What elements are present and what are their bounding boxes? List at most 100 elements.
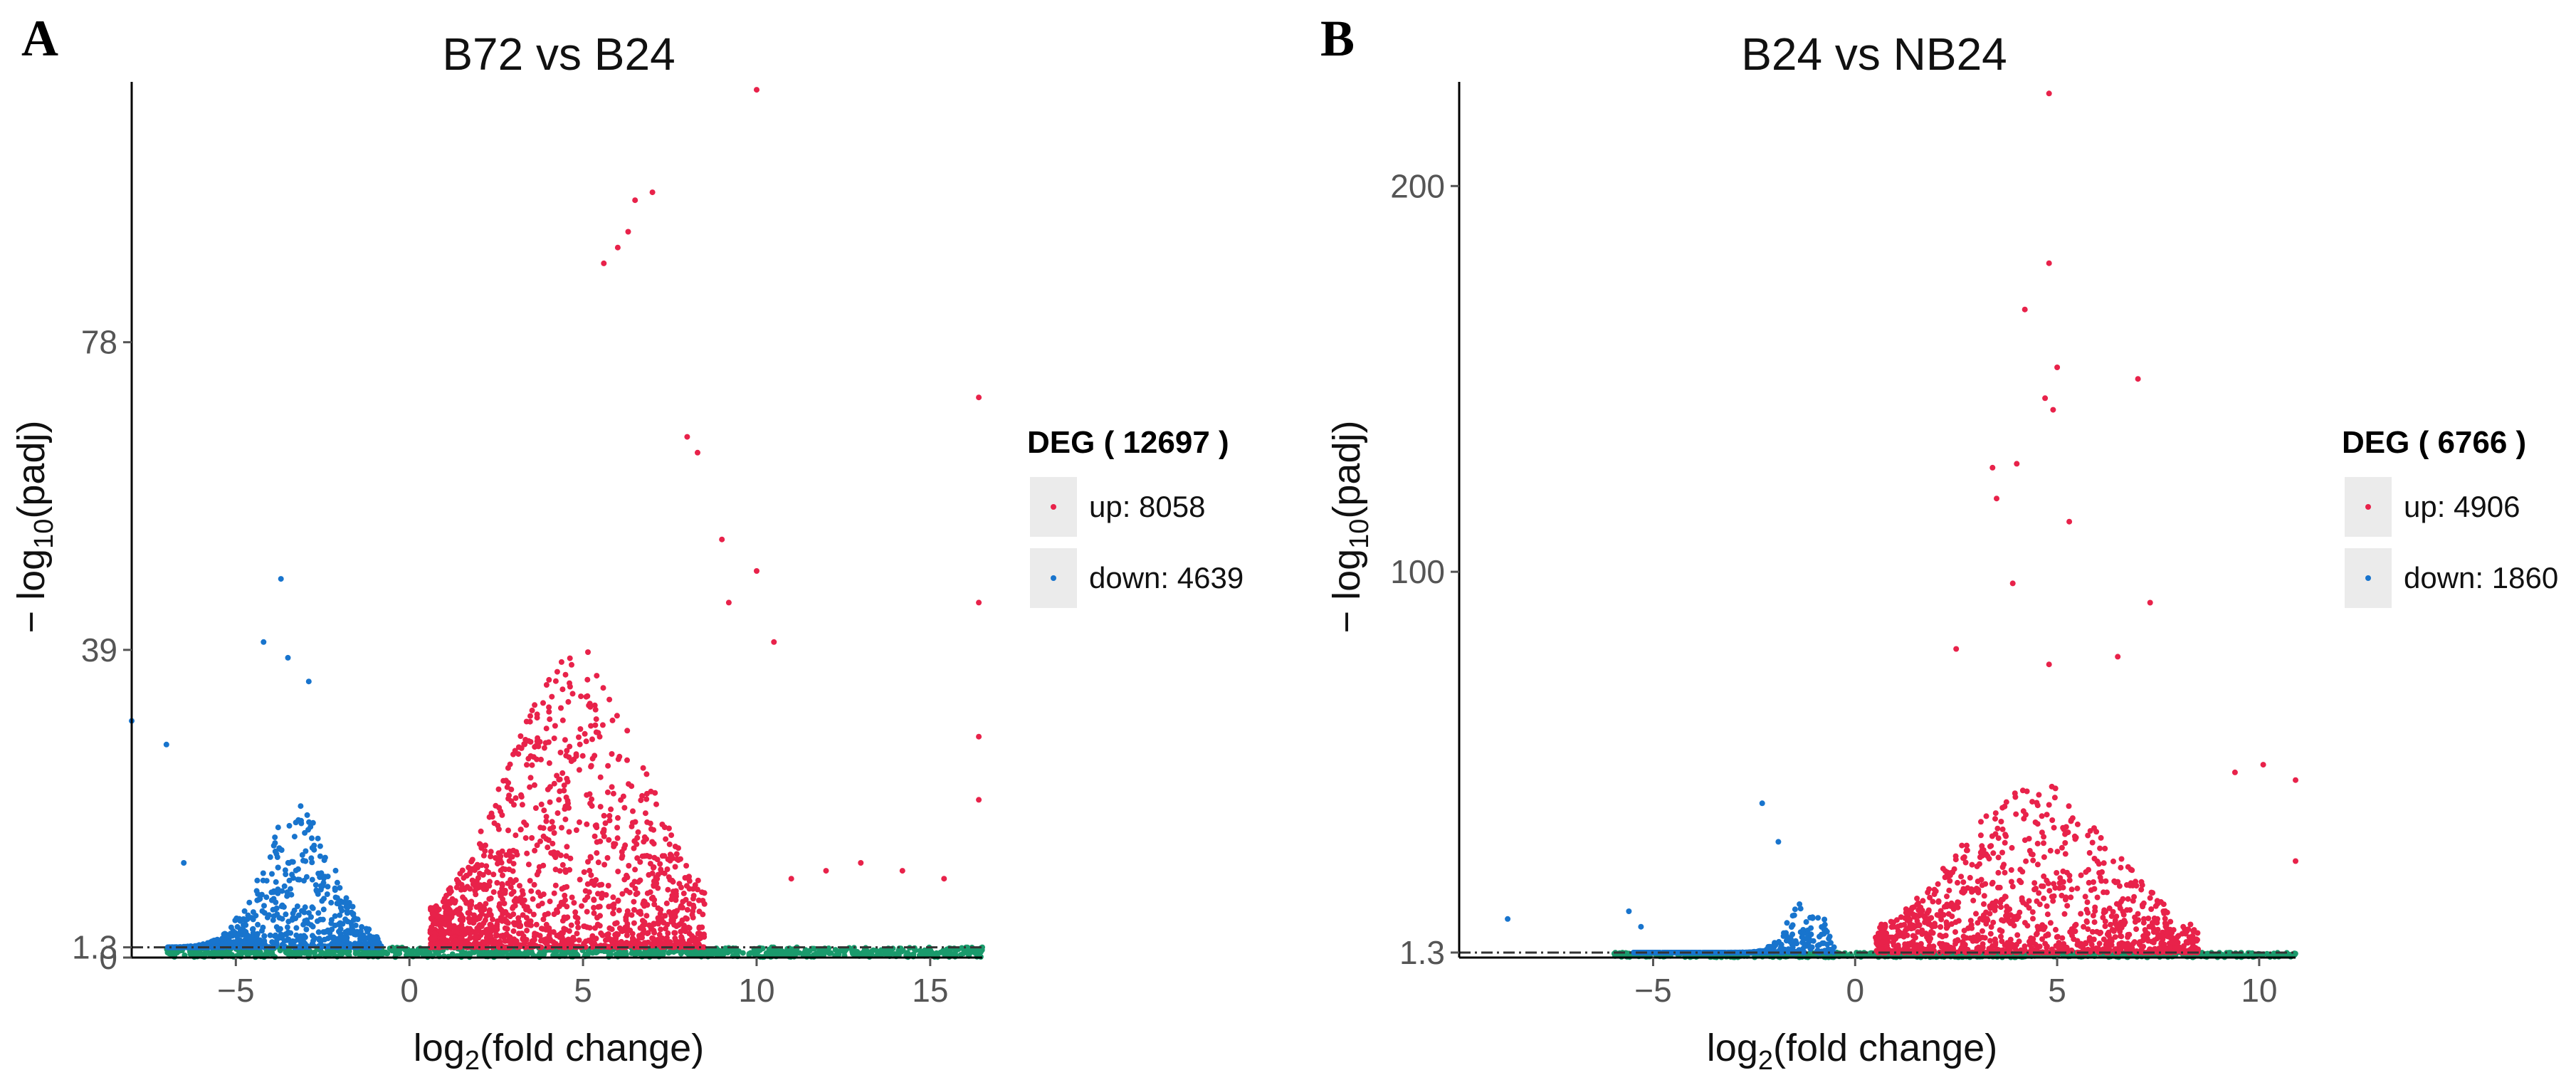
- panel-a-up-point: [668, 832, 675, 839]
- panel-a-ns-point: [537, 949, 544, 955]
- panel-a-up-point: [637, 859, 643, 865]
- panel-a-down-point: [288, 891, 295, 898]
- panel-a-up-outlier: [632, 197, 638, 204]
- panel-a-up-point: [597, 774, 604, 780]
- panel-a-down-point: [305, 827, 311, 833]
- panel-a-down-point: [316, 935, 322, 942]
- panel-a-up-point: [546, 760, 552, 766]
- panel-a-ns-point: [953, 948, 959, 954]
- panel-a-up-point: [510, 868, 516, 874]
- panel-a-up-point: [582, 897, 588, 903]
- panel-a-up-outlier: [754, 568, 759, 574]
- panel-a-down-point: [273, 924, 280, 931]
- panel-b-up-point: [1999, 826, 2006, 832]
- panel-a-up-point: [543, 682, 550, 688]
- panel-b-up-point: [2097, 845, 2103, 851]
- panel-a-up-point: [534, 756, 540, 762]
- panel-a-up-point: [453, 941, 460, 948]
- panel-a-up-point: [569, 894, 575, 901]
- panel-a-up-point: [629, 931, 636, 937]
- panel-a-up-point: [632, 866, 638, 873]
- panel-a-up-point: [626, 889, 633, 896]
- panel-a-up-point: [549, 693, 555, 700]
- panel-a-up-point: [615, 897, 621, 903]
- panel-a-ns-point: [248, 950, 254, 956]
- panel-a-up-point: [557, 788, 563, 795]
- panel-b-up-point: [2132, 918, 2138, 925]
- panel-a-up-point: [461, 928, 468, 934]
- panel-a-up-point: [639, 918, 646, 924]
- panel-b-up-point: [2030, 857, 2036, 864]
- panel-a-title: B72 vs B24: [442, 28, 675, 80]
- panel-a-ns-point: [462, 950, 468, 957]
- panel-a-ns-point: [256, 949, 262, 955]
- panel-a-up-point: [664, 866, 671, 872]
- panel-a-up-point: [591, 905, 597, 911]
- panel-a-up-point: [536, 864, 542, 870]
- panel-a-down-point: [285, 936, 292, 943]
- panel-a-down-point: [300, 921, 307, 928]
- panel-a-up-point: [535, 735, 541, 741]
- panel-a-up-point: [589, 933, 596, 939]
- panel-b-up-point: [2094, 894, 2101, 901]
- panel-a-ns-point: [725, 950, 731, 956]
- panel-a-down-point: [313, 887, 320, 893]
- panel-b-up-point: [2074, 821, 2081, 827]
- panel-b-up-point: [2059, 844, 2065, 851]
- panel-a-up-outlier: [754, 87, 759, 93]
- panel-a-up-point: [576, 734, 582, 740]
- panel-a-up-point: [446, 930, 452, 936]
- panel-a-up-point: [651, 901, 658, 908]
- panel-a-up-point: [499, 812, 505, 818]
- panel-a-up-point: [592, 753, 598, 759]
- panel-a-up-point: [486, 883, 493, 889]
- panel-a-down-point: [283, 911, 289, 918]
- panel-b-up-point: [1982, 881, 1989, 887]
- panel-a-up-point: [547, 716, 553, 723]
- panel-a-up-point: [527, 908, 532, 914]
- panel-b-up-point: [2016, 938, 2022, 945]
- panel-a-up-point: [649, 870, 656, 876]
- panel-a-up-point: [562, 671, 569, 678]
- panel-a-down-point: [245, 935, 251, 941]
- panel-a-up-point: [476, 841, 483, 847]
- panel-b-up-point: [2112, 934, 2118, 940]
- panel-a-up-point: [643, 853, 650, 859]
- panel-a-up-point: [552, 723, 558, 729]
- panel-b-down-point: [1815, 915, 1821, 921]
- panel-a-up-point: [659, 822, 666, 827]
- panel-a-down-point: [285, 860, 292, 866]
- panel-b-up-point: [2051, 824, 2057, 831]
- panel-a-up-point: [651, 928, 657, 934]
- panel-a-up-outlier: [858, 860, 864, 866]
- panel-a-up-point: [624, 908, 631, 914]
- panel-b-down-point: [1781, 930, 1787, 936]
- panel-b-up-point: [2047, 920, 2054, 926]
- panel-a-down-point: [255, 921, 261, 928]
- panel-b-up-point: [2089, 839, 2096, 846]
- panel-b-down-point: [1817, 942, 1822, 948]
- panel-a-up-point: [520, 891, 526, 897]
- panel-a-ns-point: [759, 945, 766, 952]
- panel-a-up-point: [540, 916, 547, 923]
- panel-a-up-point: [567, 680, 572, 686]
- panel-a-up-outlier: [976, 797, 982, 803]
- panel-a-up-point: [648, 895, 655, 901]
- panel-b-up-point: [2068, 894, 2074, 901]
- panel-a-ns-point: [493, 949, 499, 955]
- panel-a-up-point: [565, 698, 572, 705]
- panel-b-up-point: [1995, 854, 2002, 861]
- panel-a-up-outlier: [725, 599, 732, 606]
- panel-a-up-point: [610, 790, 616, 797]
- panel-a-up-point: [490, 871, 497, 878]
- panel-a-up-point: [473, 891, 479, 898]
- panel-a-up-point: [620, 793, 626, 800]
- panel-a-up-point: [545, 837, 552, 843]
- panel-a-up-point: [554, 907, 560, 913]
- panel-a-down-point: [293, 867, 299, 874]
- panel-a-down-point: [295, 936, 301, 943]
- panel-b-up-point: [2138, 879, 2145, 885]
- panel-a-up-point: [506, 848, 512, 854]
- panel-a-down-outlier: [163, 741, 169, 748]
